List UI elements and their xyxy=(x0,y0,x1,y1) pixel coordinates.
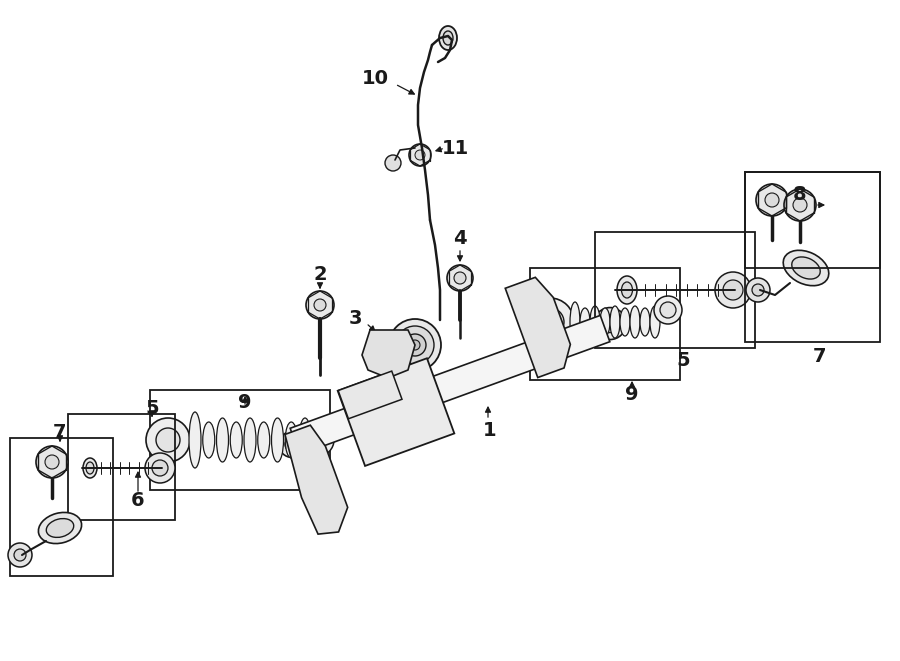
Circle shape xyxy=(536,338,547,350)
Ellipse shape xyxy=(86,462,94,474)
Circle shape xyxy=(36,446,68,478)
Ellipse shape xyxy=(257,422,270,458)
Ellipse shape xyxy=(792,257,820,279)
Ellipse shape xyxy=(404,334,426,356)
Text: 7: 7 xyxy=(814,348,827,366)
Circle shape xyxy=(8,543,32,567)
Ellipse shape xyxy=(299,418,311,462)
Text: 4: 4 xyxy=(454,229,467,247)
Circle shape xyxy=(715,272,751,308)
Circle shape xyxy=(723,280,743,300)
Circle shape xyxy=(146,418,190,462)
Text: 3: 3 xyxy=(348,309,362,327)
Circle shape xyxy=(409,144,431,166)
Circle shape xyxy=(14,549,26,561)
Circle shape xyxy=(752,284,764,296)
Polygon shape xyxy=(290,315,610,455)
Circle shape xyxy=(523,303,535,315)
Circle shape xyxy=(152,460,168,476)
Ellipse shape xyxy=(217,418,229,462)
Circle shape xyxy=(594,307,626,340)
Circle shape xyxy=(526,305,532,311)
Text: 5: 5 xyxy=(145,399,158,418)
Polygon shape xyxy=(505,278,571,377)
Text: 6: 6 xyxy=(131,490,145,510)
Circle shape xyxy=(544,316,556,328)
Ellipse shape xyxy=(272,418,284,462)
Ellipse shape xyxy=(285,422,297,458)
Circle shape xyxy=(415,150,425,160)
Ellipse shape xyxy=(244,418,256,462)
Ellipse shape xyxy=(83,458,97,478)
Text: 10: 10 xyxy=(362,69,389,87)
Ellipse shape xyxy=(39,512,82,543)
Circle shape xyxy=(654,296,682,324)
Circle shape xyxy=(316,496,329,510)
Circle shape xyxy=(156,428,180,452)
Ellipse shape xyxy=(630,306,640,338)
Ellipse shape xyxy=(610,306,620,338)
Circle shape xyxy=(145,453,175,483)
Ellipse shape xyxy=(396,326,434,364)
Circle shape xyxy=(526,298,574,346)
Ellipse shape xyxy=(650,306,660,338)
Circle shape xyxy=(45,455,59,469)
Text: 9: 9 xyxy=(238,393,252,412)
Ellipse shape xyxy=(620,308,630,336)
Circle shape xyxy=(536,308,564,336)
Ellipse shape xyxy=(46,519,74,537)
Ellipse shape xyxy=(600,308,610,336)
Ellipse shape xyxy=(410,340,420,350)
Polygon shape xyxy=(362,330,415,378)
Ellipse shape xyxy=(202,422,215,458)
Circle shape xyxy=(302,424,334,456)
Circle shape xyxy=(447,265,473,291)
Text: 7: 7 xyxy=(53,422,67,442)
Circle shape xyxy=(314,299,326,311)
Ellipse shape xyxy=(570,302,580,342)
Text: 5: 5 xyxy=(676,350,689,369)
Ellipse shape xyxy=(389,319,441,371)
Text: 8: 8 xyxy=(793,186,806,204)
Circle shape xyxy=(746,278,770,302)
Ellipse shape xyxy=(580,308,590,336)
Circle shape xyxy=(279,432,305,457)
Circle shape xyxy=(538,341,544,347)
Circle shape xyxy=(756,184,788,216)
Ellipse shape xyxy=(189,412,201,468)
Polygon shape xyxy=(285,425,347,534)
Circle shape xyxy=(765,193,779,207)
Ellipse shape xyxy=(783,251,829,286)
Ellipse shape xyxy=(622,282,633,298)
Circle shape xyxy=(601,315,619,332)
Ellipse shape xyxy=(590,306,600,338)
Text: 11: 11 xyxy=(441,139,469,157)
Ellipse shape xyxy=(230,422,242,458)
Circle shape xyxy=(300,451,313,465)
Ellipse shape xyxy=(439,26,457,50)
Text: 1: 1 xyxy=(483,420,497,440)
Circle shape xyxy=(793,198,807,212)
Circle shape xyxy=(306,291,334,319)
Circle shape xyxy=(285,438,299,451)
Circle shape xyxy=(784,189,816,221)
Ellipse shape xyxy=(443,31,453,45)
Polygon shape xyxy=(338,358,454,466)
Circle shape xyxy=(454,272,466,284)
Ellipse shape xyxy=(617,276,637,304)
Circle shape xyxy=(303,455,310,461)
Polygon shape xyxy=(338,371,402,419)
Ellipse shape xyxy=(640,308,650,336)
Circle shape xyxy=(320,500,326,506)
Circle shape xyxy=(310,432,326,448)
Text: 2: 2 xyxy=(313,266,327,284)
Circle shape xyxy=(660,302,676,318)
Text: 9: 9 xyxy=(626,385,639,405)
Circle shape xyxy=(385,155,401,171)
